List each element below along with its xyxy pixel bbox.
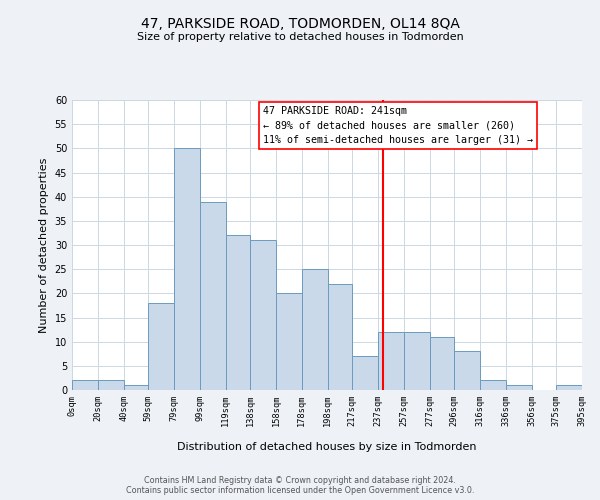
Bar [250, 240, 276, 390]
Text: Contains HM Land Registry data © Crown copyright and database right 2024.: Contains HM Land Registry data © Crown c… [144, 476, 456, 485]
Text: Size of property relative to detached houses in Todmorden: Size of property relative to detached ho… [137, 32, 463, 42]
Bar [148, 303, 174, 390]
Y-axis label: Number of detached properties: Number of detached properties [39, 158, 49, 332]
Bar [200, 202, 226, 390]
Bar [124, 385, 148, 390]
Bar [378, 332, 404, 390]
Bar [328, 284, 352, 390]
Bar [430, 337, 454, 390]
Bar [352, 356, 378, 390]
Bar [72, 380, 98, 390]
Bar [174, 148, 200, 390]
Text: Contains public sector information licensed under the Open Government Licence v3: Contains public sector information licen… [126, 486, 474, 495]
Bar [226, 236, 250, 390]
Bar [98, 380, 124, 390]
Text: Distribution of detached houses by size in Todmorden: Distribution of detached houses by size … [177, 442, 477, 452]
Bar [302, 269, 328, 390]
Bar [556, 385, 582, 390]
Text: 47, PARKSIDE ROAD, TODMORDEN, OL14 8QA: 47, PARKSIDE ROAD, TODMORDEN, OL14 8QA [140, 18, 460, 32]
Text: 47 PARKSIDE ROAD: 241sqm
← 89% of detached houses are smaller (260)
11% of semi-: 47 PARKSIDE ROAD: 241sqm ← 89% of detach… [263, 106, 533, 144]
Bar [454, 352, 480, 390]
Bar [506, 385, 532, 390]
Bar [404, 332, 430, 390]
Bar [276, 294, 302, 390]
Bar [480, 380, 506, 390]
